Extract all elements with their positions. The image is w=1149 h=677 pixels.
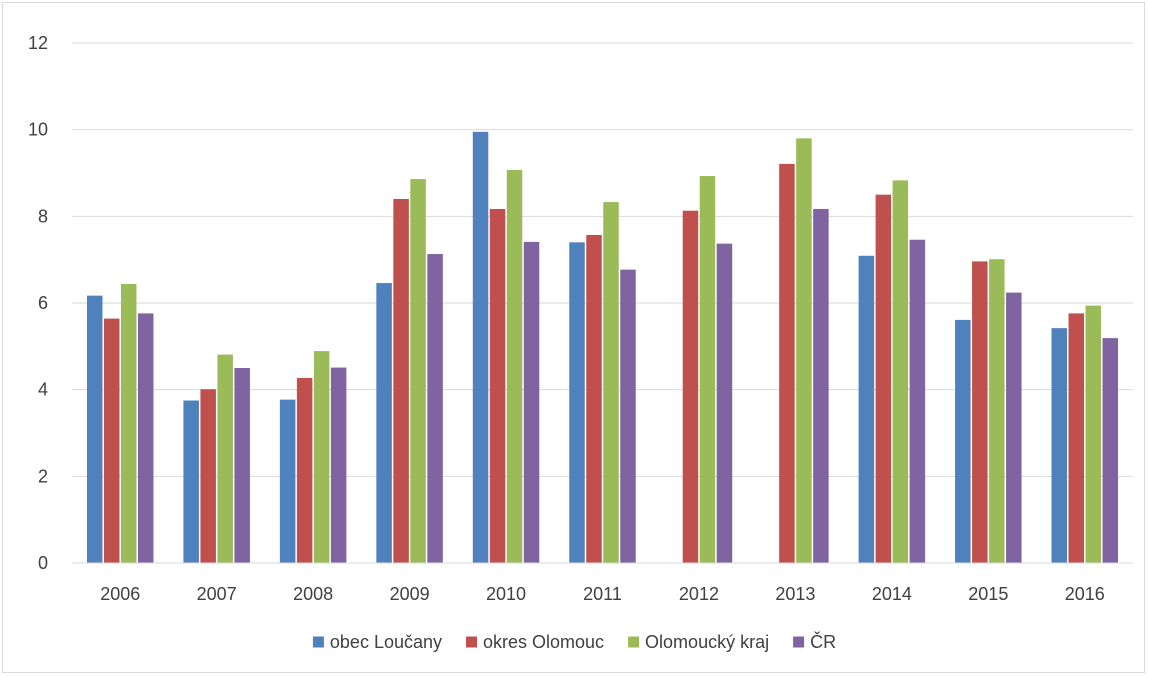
bar-obec-loucany-2007 (183, 400, 199, 563)
legend-label: ČR (810, 631, 836, 652)
legend: obec Loučany okres Olomouc Olomoucký kraj Č… (312, 631, 836, 652)
y-tick-label: 6 (38, 293, 48, 313)
bar-cr-2014 (909, 239, 926, 563)
bar-obec-loucany-2016 (1051, 328, 1068, 563)
bar-cr-2009 (427, 254, 443, 564)
bar-obec-loucany-2009 (376, 283, 392, 563)
legend-label: Olomoucký kraj (645, 632, 769, 652)
x-tick-label: 2007 (197, 584, 237, 604)
bar-okres-olomouc-2006 (103, 318, 120, 563)
x-axis-tick-labels: 2006 2007 2008 2009 2010 2011 2012 2013 2014 2015… (100, 584, 1105, 604)
bar-okres-olomouc-2007 (200, 389, 216, 563)
y-tick-label: 10 (28, 120, 48, 140)
legend-swatch (793, 636, 805, 648)
legend-item-obec-loucany: obec Loučany (312, 632, 442, 652)
bar-obec-loucany-2015 (955, 319, 971, 563)
y-axis-tick-labels: 0 2 4 6 8 10 12 (28, 33, 48, 573)
x-tick-label: 2014 (872, 584, 912, 604)
bar-okres-olomouc-2009 (393, 199, 409, 563)
x-tick-label: 2015 (968, 584, 1008, 604)
bar-okres-olomouc-2008 (296, 377, 313, 563)
bar-cr-2013 (813, 208, 829, 563)
bar-olomoucky-kraj-2010 (506, 169, 523, 563)
bar-olomoucky-kraj-2015 (989, 259, 1005, 563)
legend-label: okres Olomouc (483, 632, 604, 652)
x-tick-label: 2008 (293, 584, 333, 604)
bar-okres-olomouc-2014 (875, 194, 892, 563)
x-tick-label: 2009 (390, 584, 430, 604)
bar-obec-loucany-2014 (858, 255, 875, 563)
bar-olomoucky-kraj-2006 (120, 283, 137, 563)
legend-item-cr: ČR (793, 631, 836, 652)
legend-label: obec Loučany (330, 632, 442, 652)
bar-olomoucky-kraj-2008 (313, 351, 330, 563)
bar-cr-2010 (523, 241, 540, 563)
legend-item-olomoucky-kraj: Olomoucký kraj (628, 632, 769, 652)
bar-cr-2006 (137, 313, 154, 563)
bar-obec-loucany-2011 (569, 242, 585, 564)
bar-olomoucky-kraj-2007 (217, 354, 233, 563)
x-tick-label: 2010 (486, 584, 526, 604)
bar-olomoucky-kraj-2011 (603, 202, 619, 564)
bar-cr-2011 (620, 269, 636, 563)
bar-obec-loucany-2010 (472, 131, 489, 564)
bar-olomoucky-kraj-2016 (1085, 305, 1102, 563)
x-tick-label: 2006 (100, 584, 140, 604)
bar-obec-loucany-2006 (86, 295, 103, 563)
bar-cr-2007 (234, 368, 250, 563)
bar-okres-olomouc-2011 (586, 234, 602, 563)
legend-swatch (628, 636, 640, 648)
bars (86, 131, 1119, 564)
x-tick-label: 2013 (775, 584, 815, 604)
y-tick-label: 4 (38, 380, 48, 400)
y-tick-label: 8 (38, 206, 48, 226)
x-tick-label: 2011 (583, 584, 622, 604)
bar-okres-olomouc-2012 (682, 210, 699, 563)
bar-obec-loucany-2008 (279, 399, 296, 563)
bar-olomoucky-kraj-2009 (410, 179, 426, 564)
bar-okres-olomouc-2010 (489, 208, 506, 563)
bar-okres-olomouc-2015 (972, 261, 988, 563)
bar-cr-2016 (1102, 338, 1119, 563)
bar-olomoucky-kraj-2012 (699, 176, 716, 564)
legend-swatch (466, 636, 478, 648)
y-tick-label: 0 (38, 553, 48, 573)
legend-item-okres-olomouc: okres Olomouc (466, 632, 604, 652)
x-tick-label: 2012 (679, 584, 719, 604)
bar-olomoucky-kraj-2014 (892, 180, 909, 563)
bar-cr-2012 (716, 243, 733, 563)
bar-cr-2015 (1006, 292, 1022, 563)
x-tick-label: 2016 (1065, 584, 1105, 604)
bar-olomoucky-kraj-2013 (796, 138, 812, 564)
legend-swatch (312, 636, 324, 648)
y-tick-label: 2 (38, 466, 48, 486)
y-tick-label: 12 (28, 33, 48, 53)
bar-okres-olomouc-2016 (1068, 313, 1085, 563)
bar-cr-2008 (330, 367, 347, 563)
bar-okres-olomouc-2013 (779, 163, 795, 563)
